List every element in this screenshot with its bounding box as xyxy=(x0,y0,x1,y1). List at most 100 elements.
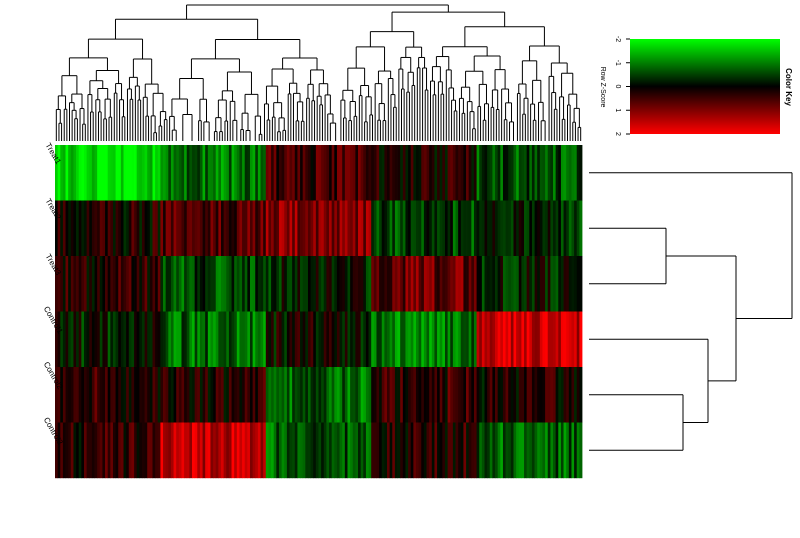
heatmap-cell xyxy=(292,311,296,368)
heatmap-cell xyxy=(141,200,145,257)
heatmap-cell xyxy=(468,311,472,368)
heatmap-cell xyxy=(402,367,406,423)
heatmap-cell xyxy=(568,256,572,312)
heatmap-cell xyxy=(429,200,433,257)
heatmap-cell xyxy=(62,256,66,312)
heatmap-cell xyxy=(576,145,580,201)
heatmap-cell xyxy=(231,311,235,368)
heatmap-cell xyxy=(78,256,82,312)
heatmap-cell xyxy=(497,311,501,368)
heatmap-cell xyxy=(497,422,501,479)
heatmap-cell xyxy=(323,145,327,201)
heatmap-cell xyxy=(257,145,261,201)
heatmap-cell xyxy=(242,256,246,312)
heatmap-cell xyxy=(518,367,522,423)
heatmap-cell xyxy=(331,200,335,257)
heatmap-cell xyxy=(500,145,504,201)
heatmap-cell xyxy=(292,200,296,257)
heatmap-cell xyxy=(199,200,203,257)
heatmap-cell xyxy=(531,200,535,257)
heatmap-cell xyxy=(555,145,559,201)
heatmap-cell xyxy=(236,311,240,368)
heatmap-cell xyxy=(555,256,559,312)
heatmap-cell xyxy=(568,200,572,257)
heatmap-cell xyxy=(83,145,88,201)
heatmap-cell xyxy=(236,145,240,201)
heatmap-cell xyxy=(576,367,580,423)
heatmap-cell xyxy=(184,311,188,368)
heatmap-cell xyxy=(537,422,541,479)
heatmap-cell xyxy=(518,311,522,368)
heatmap-cell xyxy=(215,311,219,368)
heatmap-cell xyxy=(329,311,333,368)
heatmap-cell xyxy=(484,422,488,479)
heatmap-cell xyxy=(558,145,562,201)
heatmap-cell xyxy=(147,145,151,201)
heatmap-cell xyxy=(99,367,103,423)
heatmap-cell xyxy=(321,311,325,368)
heatmap-cell xyxy=(336,256,340,312)
heatmap-cell xyxy=(434,311,438,368)
heatmap-cell xyxy=(347,256,351,312)
heatmap-cell xyxy=(234,256,238,312)
heatmap-cell xyxy=(376,311,380,368)
heatmap-cell xyxy=(476,367,480,423)
heatmap-cell xyxy=(502,367,506,423)
heatmap-cell xyxy=(495,311,499,368)
heatmap-cell xyxy=(439,256,443,312)
heatmap-cell xyxy=(89,422,93,479)
heatmap-cell xyxy=(178,200,182,257)
heatmap-cell xyxy=(387,200,391,257)
heatmap-cell xyxy=(226,422,230,479)
color-key-tick-label: -1 xyxy=(614,60,621,66)
heatmap-cell xyxy=(168,367,172,423)
heatmap-cell xyxy=(310,367,314,423)
heatmap-cell xyxy=(363,145,367,201)
heatmap-cell xyxy=(381,367,385,423)
heatmap-cell xyxy=(86,200,90,257)
heatmap-cell xyxy=(307,422,311,479)
heatmap-cell xyxy=(358,422,362,479)
heatmap-cell xyxy=(76,422,80,479)
heatmap-cell xyxy=(468,200,472,257)
heatmap-cell xyxy=(481,422,485,479)
heatmap-cell xyxy=(173,200,177,257)
heatmap-cell xyxy=(342,256,346,312)
heatmap-cell xyxy=(292,256,296,312)
heatmap-cell xyxy=(431,422,435,479)
heatmap-cell xyxy=(423,200,427,257)
heatmap-cell xyxy=(284,422,288,479)
heatmap-cell xyxy=(110,367,114,423)
heatmap-cell xyxy=(542,422,546,479)
heatmap-cell xyxy=(358,256,362,312)
heatmap-cell xyxy=(97,145,101,201)
heatmap-cell xyxy=(576,200,580,257)
heatmap-cell xyxy=(434,367,438,423)
color-key-tick-label: -2 xyxy=(614,36,621,42)
heatmap-cell xyxy=(152,422,156,479)
heatmap-cell xyxy=(571,367,575,423)
heatmap-cell xyxy=(78,145,82,201)
heatmap-cell xyxy=(278,256,283,312)
heatmap-cell xyxy=(207,200,211,257)
heatmap-cell xyxy=(484,367,488,423)
heatmap-cell xyxy=(83,367,88,423)
heatmap-cell xyxy=(381,256,385,312)
heatmap-cell xyxy=(163,367,167,423)
heatmap-cell xyxy=(479,367,483,423)
heatmap-cell xyxy=(563,422,567,479)
heatmap-cell xyxy=(110,200,114,257)
heatmap-cell xyxy=(555,311,559,368)
heatmap-cell xyxy=(168,145,172,201)
heatmap-cell xyxy=(141,145,145,201)
heatmap-cell xyxy=(123,367,127,423)
heatmap-cell xyxy=(278,311,283,368)
heatmap-cell xyxy=(118,145,122,201)
heatmap-cell xyxy=(450,422,454,479)
heatmap-cell xyxy=(115,256,119,312)
heatmap-cell xyxy=(252,200,256,257)
heatmap-cell xyxy=(305,145,309,201)
heatmap-cell xyxy=(444,200,449,257)
heatmap-cell xyxy=(566,311,570,368)
heatmap-cell xyxy=(431,145,435,201)
